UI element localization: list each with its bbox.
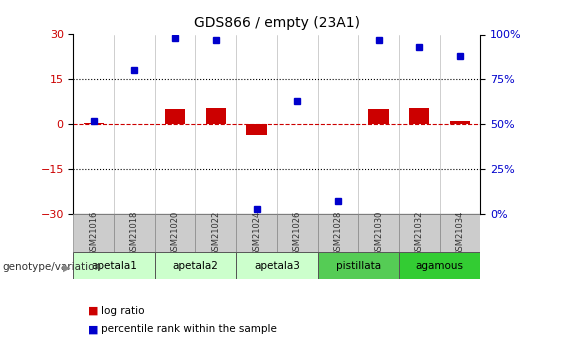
Bar xyxy=(73,214,114,252)
Bar xyxy=(368,109,389,124)
Text: GSM21022: GSM21022 xyxy=(211,210,220,256)
Bar xyxy=(358,214,399,252)
Text: agamous: agamous xyxy=(416,261,463,270)
Bar xyxy=(236,252,318,279)
Text: GSM21034: GSM21034 xyxy=(455,210,464,256)
Text: apetala1: apetala1 xyxy=(91,261,137,270)
Text: GDS866 / empty (23A1): GDS866 / empty (23A1) xyxy=(194,16,360,30)
Text: GSM21024: GSM21024 xyxy=(252,210,261,256)
Bar xyxy=(155,214,195,252)
Text: ■: ■ xyxy=(88,325,98,334)
Text: GSM21020: GSM21020 xyxy=(171,210,180,256)
Bar xyxy=(114,214,155,252)
Bar xyxy=(440,214,480,252)
Text: ▶: ▶ xyxy=(63,263,71,272)
Text: ■: ■ xyxy=(88,306,98,315)
Bar xyxy=(450,121,470,124)
Text: GSM21030: GSM21030 xyxy=(374,210,383,256)
Bar xyxy=(195,214,236,252)
Text: percentile rank within the sample: percentile rank within the sample xyxy=(101,325,276,334)
Bar xyxy=(73,252,155,279)
Text: genotype/variation: genotype/variation xyxy=(3,263,102,272)
Bar xyxy=(409,108,429,124)
Text: pistillata: pistillata xyxy=(336,261,381,270)
Bar xyxy=(399,252,480,279)
Bar xyxy=(155,252,236,279)
Text: log ratio: log ratio xyxy=(101,306,144,315)
Text: GSM21016: GSM21016 xyxy=(89,210,98,256)
Bar xyxy=(318,214,358,252)
Bar xyxy=(246,124,267,135)
Bar xyxy=(236,214,277,252)
Text: apetala3: apetala3 xyxy=(254,261,300,270)
Bar xyxy=(84,123,104,124)
Bar xyxy=(165,109,185,124)
Bar xyxy=(277,214,318,252)
Text: GSM21028: GSM21028 xyxy=(333,210,342,256)
Text: apetala2: apetala2 xyxy=(172,261,219,270)
Text: GSM21026: GSM21026 xyxy=(293,210,302,256)
Text: GSM21018: GSM21018 xyxy=(130,210,139,256)
Bar xyxy=(399,214,440,252)
Bar xyxy=(318,252,399,279)
Text: GSM21032: GSM21032 xyxy=(415,210,424,256)
Bar xyxy=(206,108,226,124)
